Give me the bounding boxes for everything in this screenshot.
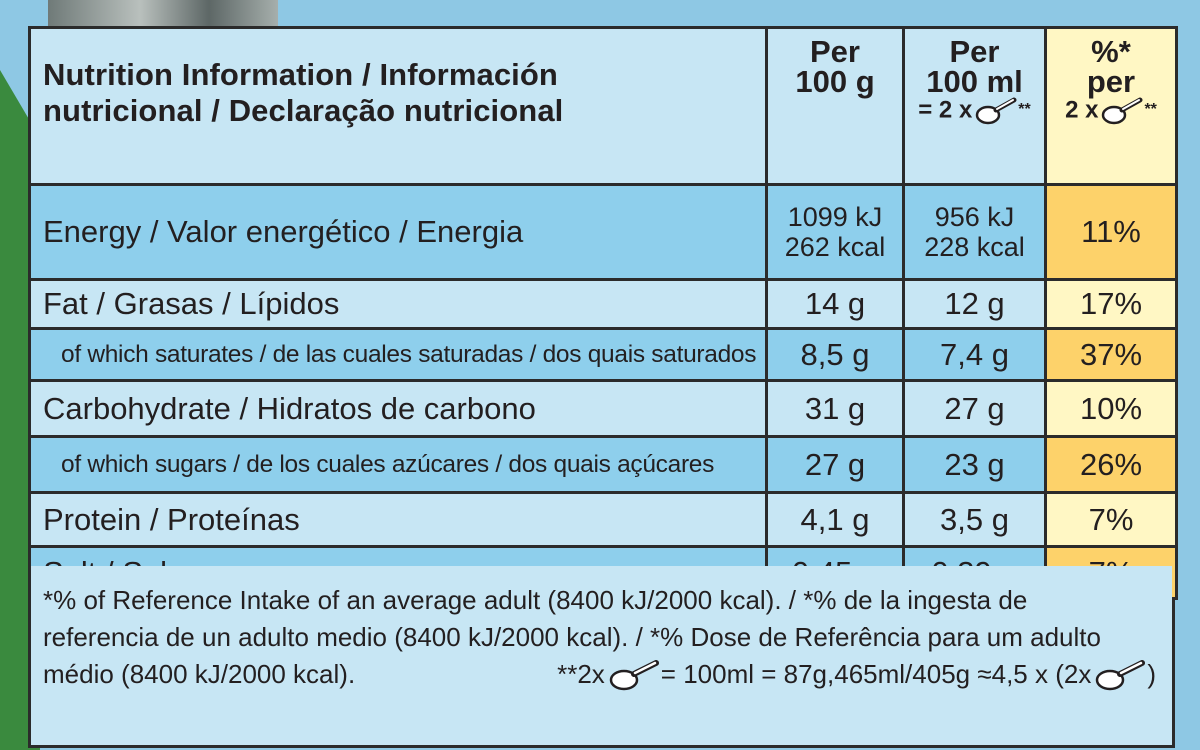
value-reference-intake: 10% (1044, 379, 1178, 438)
value-per-100ml: 3,5 g (902, 491, 1047, 548)
col-ri-line-1: %* (1091, 34, 1131, 69)
table-title: Nutrition Information / Información nutr… (28, 26, 768, 186)
table-row-carbohydrate: Carbohydrate / Hidratos de carbono 31 g … (28, 379, 1178, 438)
row-label: of which saturates / de las cuales satur… (28, 327, 768, 382)
value-reference-intake: 26% (1044, 435, 1178, 494)
ice-cream-scoop-icon (1102, 97, 1143, 125)
row-label: Carbohydrate / Hidratos de carbono (28, 379, 768, 438)
column-header-per-100ml: Per 100 ml = 2 x ** (902, 26, 1047, 186)
table-row-energy: Energy / Valor energético / Energia 1099… (28, 183, 1178, 281)
serving-formula: **2x = 100ml = 87g,465ml/405g ≈4,5 x (2x) (557, 656, 1162, 693)
value-per-100ml: 7,4 g (902, 327, 1047, 382)
col-100g-line-2: 100 g (795, 64, 875, 99)
nutrition-table: Nutrition Information / Información nutr… (28, 26, 1178, 600)
value-reference-intake: 17% (1044, 278, 1178, 330)
background-photo-strip (48, 0, 278, 28)
col-100ml-line-2: 100 ml (926, 64, 1023, 99)
value-reference-intake: 7% (1044, 491, 1178, 548)
column-header-reference-intake: %* per 2 x ** (1044, 26, 1178, 186)
value-per-100ml: 956 kJ 228 kcal (902, 183, 1047, 281)
ice-cream-scoop-icon (1096, 660, 1146, 691)
column-header-per-100g: Per 100 g (765, 26, 905, 186)
value-per-100ml: 23 g (902, 435, 1047, 494)
value-per-100ml: 27 g (902, 379, 1047, 438)
row-label: Protein / Proteínas (28, 491, 768, 548)
value-per-100g: 8,5 g (765, 327, 905, 382)
value-reference-intake: 37% (1044, 327, 1178, 382)
row-label: Energy / Valor energético / Energia (28, 183, 768, 281)
row-label: Fat / Grasas / Lípidos (28, 278, 768, 330)
col-ri-serving: 2 x ** (1065, 96, 1157, 125)
value-per-100ml: 12 g (902, 278, 1047, 330)
value-per-100g: 4,1 g (765, 491, 905, 548)
ice-cream-scoop-icon (976, 97, 1017, 125)
footnote-line-2: referencia de un adulto medio (8400 kJ/2… (43, 622, 1101, 652)
value-per-100g: 27 g (765, 435, 905, 494)
value-per-100g: 1099 kJ 262 kcal (765, 183, 905, 281)
col-100g-line-1: Per (810, 34, 860, 69)
table-header-row: Nutrition Information / Información nutr… (28, 26, 1178, 186)
footnote-line-1: *% of Reference Intake of an average adu… (43, 585, 1028, 615)
title-line-1: Nutrition Information / Información (43, 57, 558, 92)
ice-cream-scoop-icon (609, 660, 659, 691)
footnote-line-3: médio (8400 kJ/2000 kcal). **2x = 100ml =… (43, 656, 1162, 693)
footnote: *% of Reference Intake of an average adu… (31, 566, 1172, 745)
table-row-saturates: of which saturates / de las cuales satur… (28, 327, 1178, 382)
value-per-100g: 14 g (765, 278, 905, 330)
title-line-2: nutricional / Declaração nutricional (43, 93, 564, 128)
col-100ml-serving: = 2 x ** (918, 96, 1031, 125)
col-100ml-line-1: Per (949, 34, 1000, 69)
table-row-fat: Fat / Grasas / Lípidos 14 g 12 g 17% (28, 278, 1178, 330)
col-ri-line-2: per (1086, 64, 1136, 99)
row-label: of which sugars / de los cuales azúcares… (28, 435, 768, 494)
value-per-100g: 31 g (765, 379, 905, 438)
table-row-protein: Protein / Proteínas 4,1 g 3,5 g 7% (28, 491, 1178, 548)
table-row-sugars: of which sugars / de los cuales azúcares… (28, 435, 1178, 494)
value-reference-intake: 11% (1044, 183, 1178, 281)
